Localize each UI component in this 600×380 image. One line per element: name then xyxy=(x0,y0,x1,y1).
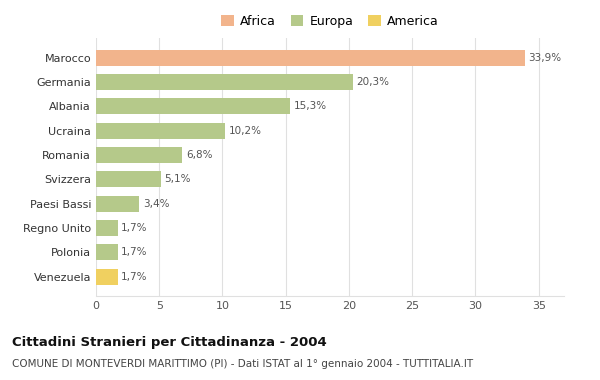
Bar xyxy=(96,220,118,236)
Text: 1,7%: 1,7% xyxy=(121,223,148,233)
Bar xyxy=(96,171,161,187)
Text: Cittadini Stranieri per Cittadinanza - 2004: Cittadini Stranieri per Cittadinanza - 2… xyxy=(12,336,327,349)
Text: 1,7%: 1,7% xyxy=(121,247,148,257)
Text: 33,9%: 33,9% xyxy=(529,53,562,63)
Bar xyxy=(96,98,290,114)
Bar xyxy=(96,269,118,285)
Bar xyxy=(96,196,139,212)
Bar xyxy=(96,74,353,90)
Text: COMUNE DI MONTEVERDI MARITTIMO (PI) - Dati ISTAT al 1° gennaio 2004 - TUTTITALIA: COMUNE DI MONTEVERDI MARITTIMO (PI) - Da… xyxy=(12,359,473,369)
Text: 5,1%: 5,1% xyxy=(164,174,191,184)
Bar xyxy=(96,244,118,260)
Text: 15,3%: 15,3% xyxy=(293,101,326,111)
Text: 20,3%: 20,3% xyxy=(356,77,389,87)
Text: 10,2%: 10,2% xyxy=(229,126,262,136)
Text: 1,7%: 1,7% xyxy=(121,272,148,282)
Bar xyxy=(96,50,525,66)
Legend: Africa, Europa, America: Africa, Europa, America xyxy=(216,10,444,33)
Bar xyxy=(96,123,225,139)
Text: 3,4%: 3,4% xyxy=(143,199,169,209)
Bar xyxy=(96,147,182,163)
Text: 6,8%: 6,8% xyxy=(186,150,212,160)
